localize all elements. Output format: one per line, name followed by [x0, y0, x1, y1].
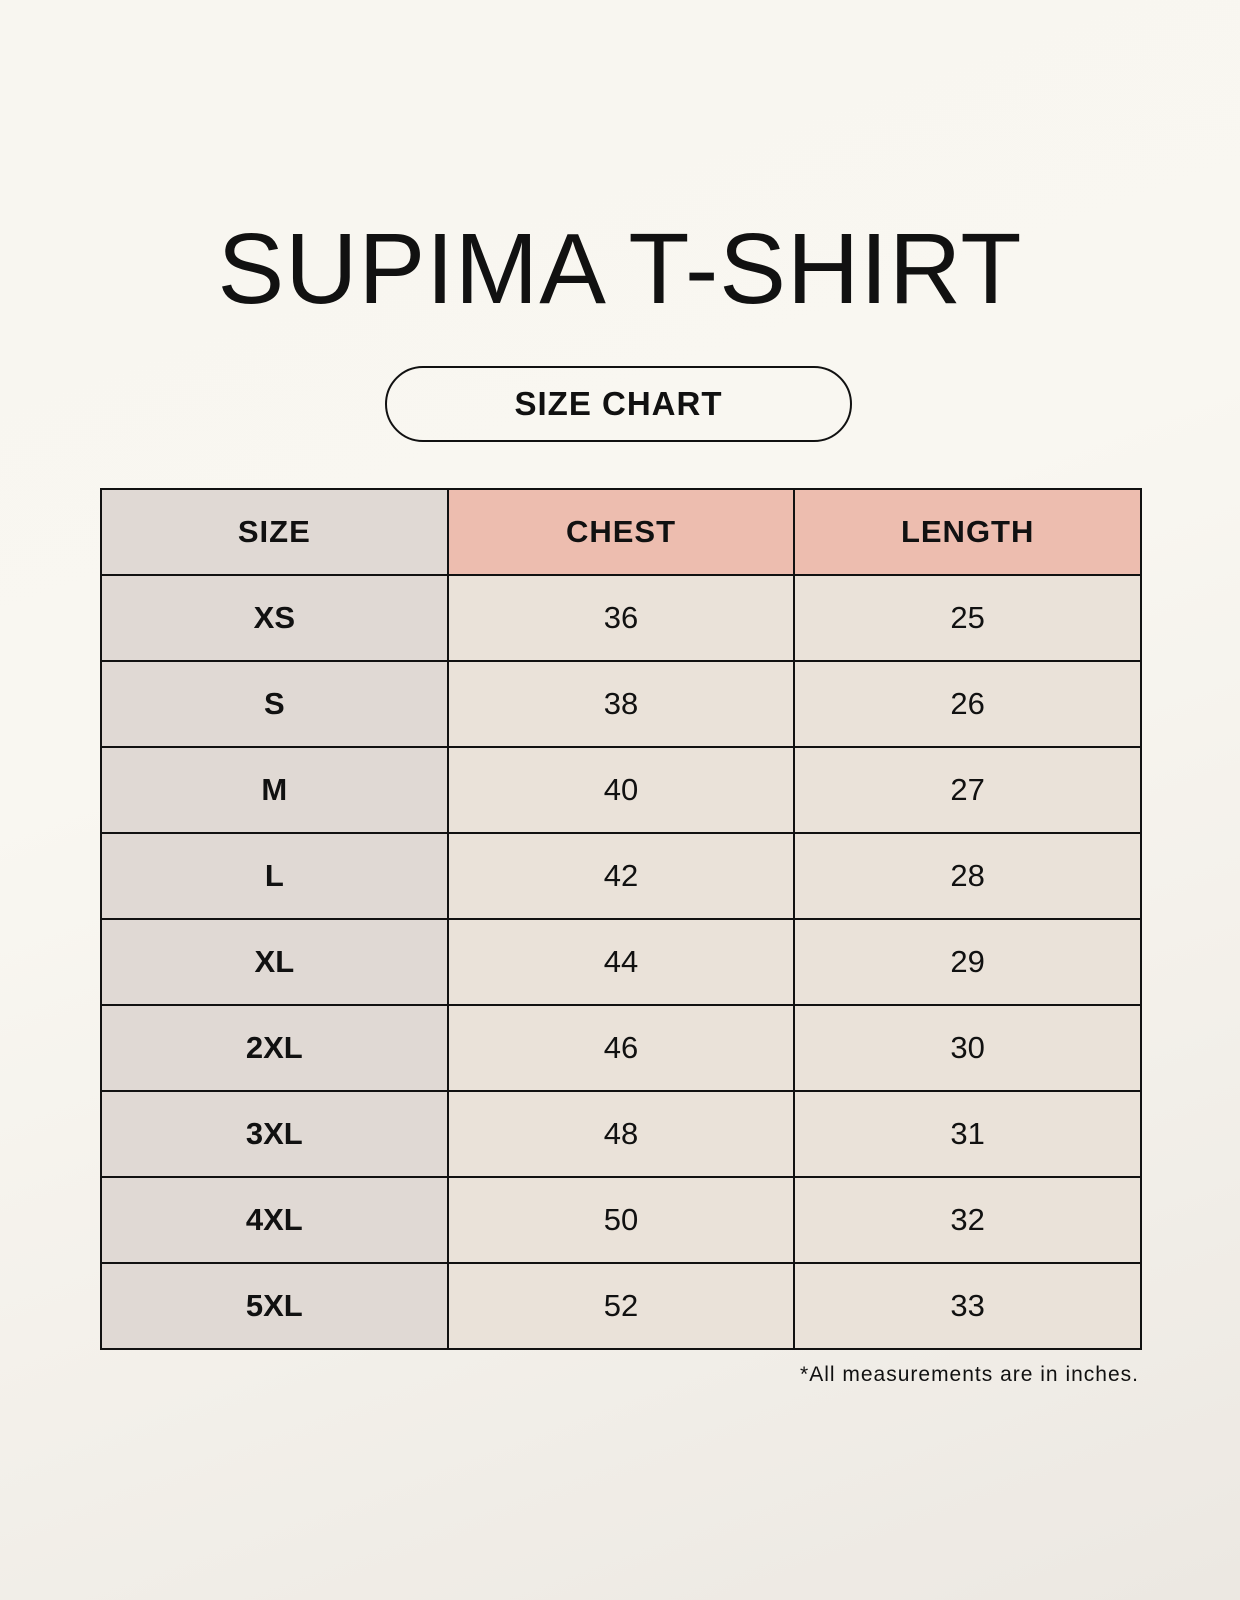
cell-length: 27: [793, 746, 1142, 834]
cell-length: 25: [793, 574, 1142, 662]
header-length: LENGTH: [793, 488, 1142, 576]
table-row: S 38 26: [100, 660, 1142, 748]
cell-length: 32: [793, 1176, 1142, 1264]
cell-length: 33: [793, 1262, 1142, 1350]
cell-chest: 50: [446, 1176, 796, 1264]
table-row: XS 36 25: [100, 574, 1142, 662]
table-row: 4XL 50 32: [100, 1176, 1142, 1264]
cell-chest: 42: [446, 832, 796, 920]
cell-chest: 48: [446, 1090, 796, 1178]
cell-chest: 44: [446, 918, 796, 1006]
cell-length: 28: [793, 832, 1142, 920]
cell-size: 5XL: [100, 1262, 449, 1350]
header-chest: CHEST: [446, 488, 796, 576]
table-row: XL 44 29: [100, 918, 1142, 1006]
table-row: 2XL 46 30: [100, 1004, 1142, 1092]
cell-length: 29: [793, 918, 1142, 1006]
table-row: L 42 28: [100, 832, 1142, 920]
cell-size: S: [100, 660, 449, 748]
cell-chest: 36: [446, 574, 796, 662]
cell-chest: 40: [446, 746, 796, 834]
cell-size: 3XL: [100, 1090, 449, 1178]
cell-size: XL: [100, 918, 449, 1006]
cell-chest: 52: [446, 1262, 796, 1350]
cell-length: 26: [793, 660, 1142, 748]
cell-chest: 38: [446, 660, 796, 748]
table-row: 3XL 48 31: [100, 1090, 1142, 1178]
cell-size: 4XL: [100, 1176, 449, 1264]
cell-size: 2XL: [100, 1004, 449, 1092]
page-title: SUPIMA T-SHIRT: [217, 213, 1023, 325]
table-row: M 40 27: [100, 746, 1142, 834]
cell-length: 31: [793, 1090, 1142, 1178]
cell-chest: 46: [446, 1004, 796, 1092]
footnote: *All measurements are in inches.: [800, 1363, 1139, 1386]
header-size: SIZE: [100, 488, 449, 576]
cell-size: M: [100, 746, 449, 834]
size-chart-label: SIZE CHART: [385, 366, 852, 442]
cell-size: L: [100, 832, 449, 920]
cell-size: XS: [100, 574, 449, 662]
table-row: 5XL 52 33: [100, 1262, 1142, 1350]
table-header-row: SIZE CHEST LENGTH: [100, 488, 1142, 576]
cell-length: 30: [793, 1004, 1142, 1092]
size-table: SIZE CHEST LENGTH XS 36 25 S 38 26 M 40 27 L 42 28 X…: [100, 488, 1142, 1350]
